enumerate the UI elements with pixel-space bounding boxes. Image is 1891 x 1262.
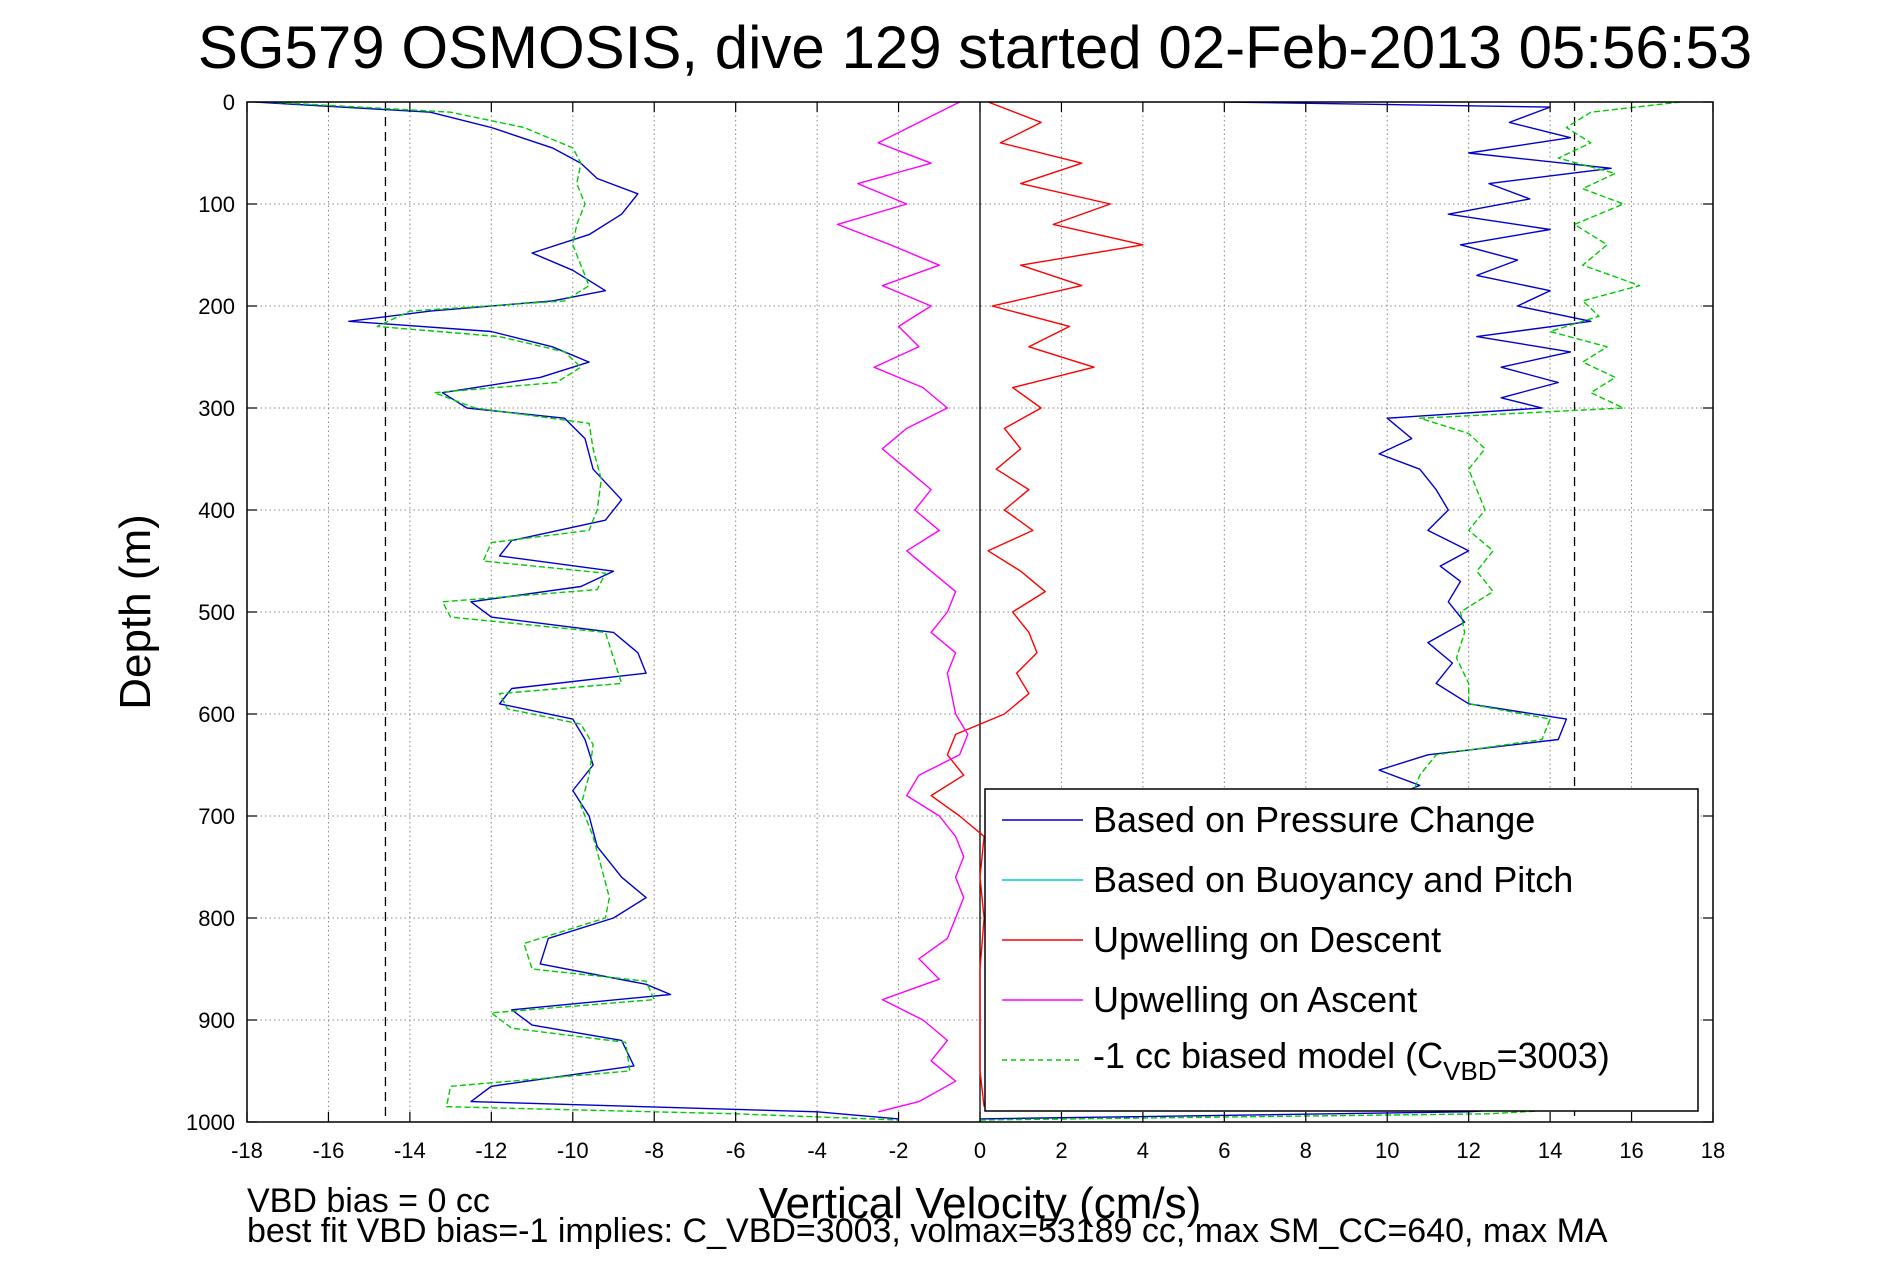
legend-label-ascent: Upwelling on Ascent [1093,979,1417,1020]
reference-lines [384,102,1576,1122]
y-tick-label: 1000 [186,1110,235,1135]
legend-label-model-sub: VBD [1443,1056,1496,1086]
series-line [1224,102,1612,797]
y-tick-label: 800 [198,906,235,931]
series-line [267,102,899,1121]
x-tick-label: 12 [1456,1138,1480,1163]
y-tick-label: 100 [198,192,235,217]
y-tick-label: 600 [198,702,235,727]
legend-label-model-end: =3003) [1497,1035,1610,1076]
series-line [979,1109,1559,1121]
x-tick-label: -18 [231,1138,263,1163]
x-axis-ticks: -18 -16 -14 -12 -10 -8 -6 -4 -2 0 2 4 6 8 10 12 14 16 18 [231,102,1725,1163]
x-tick-label: 16 [1619,1138,1643,1163]
x-tick-label: 8 [1300,1138,1312,1163]
legend-label-descent: Upwelling on Descent [1093,919,1441,960]
x-tick-label: -2 [889,1138,909,1163]
x-tick-label: 10 [1375,1138,1399,1163]
series-line [1411,102,1681,796]
legend-label-model: -1 cc biased model (CVBD=3003) [1093,1035,1610,1086]
x-tick-label: 4 [1137,1138,1149,1163]
y-tick-label: 700 [198,804,235,829]
y-tick-label: 400 [198,498,235,523]
legend: Based on Pressure Change Based on Buoyan… [984,788,1699,1112]
x-tick-label: -16 [313,1138,345,1163]
x-tick-label: -12 [475,1138,507,1163]
y-tick-label: 200 [198,294,235,319]
legend-box [984,788,1699,1112]
x-tick-label: -6 [726,1138,746,1163]
legend-label-pressure: Based on Pressure Change [1093,799,1535,840]
x-tick-label: -10 [557,1138,589,1163]
x-tick-label: -14 [394,1138,426,1163]
y-axis-ticks: 0 100 200 300 400 500 600 700 800 900 1000 [186,90,1713,1135]
x-tick-label: -4 [807,1138,827,1163]
x-tick-label: 6 [1218,1138,1230,1163]
y-tick-label: 500 [198,600,235,625]
x-tick-label: 18 [1701,1138,1725,1163]
x-tick-label: 0 [974,1138,986,1163]
series-line [255,102,899,1120]
y-axis-label: Depth (m) [111,514,160,710]
y-tick-label: 0 [223,90,235,115]
y-tick-label: 300 [198,396,235,421]
x-tick-label: -8 [644,1138,664,1163]
x-tick-label: 2 [1055,1138,1067,1163]
series-line [836,102,969,1113]
y-tick-label: 900 [198,1008,235,1033]
footnote-best-fit: best fit VBD bias=-1 implies: C_VBD=3003… [247,1212,1608,1250]
series-line [930,102,1144,1107]
legend-label-model-main: -1 cc biased model (C [1093,1035,1443,1076]
x-tick-label: 14 [1538,1138,1562,1163]
footnote-vbd-bias: VBD bias = 0 cc [247,1182,490,1220]
x-axis-label: Vertical Velocity (cm/s) [759,1179,1202,1228]
legend-label-buoyancy: Based on Buoyancy and Pitch [1093,859,1573,900]
chart-title: SG579 OSMOSIS, dive 129 started 02-Feb-2… [198,14,1752,81]
